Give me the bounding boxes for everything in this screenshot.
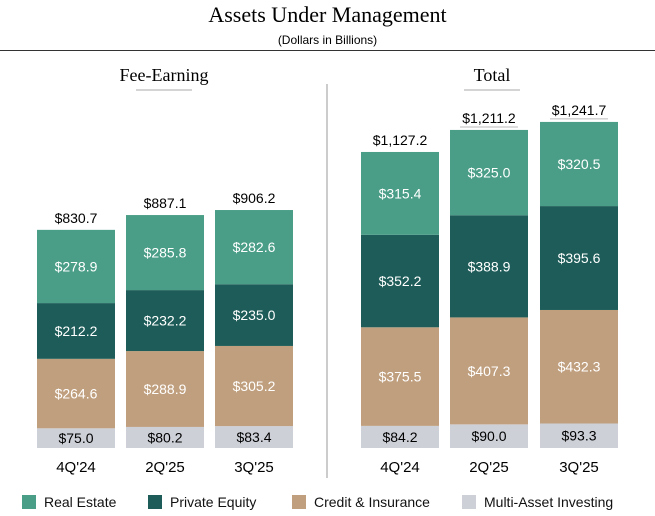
bar-fee-earning-2q-25-private-equity: [126, 290, 204, 352]
bar-total-4q-24-multi-asset-investing: [361, 425, 439, 448]
total-label-fee-earning-2q-25: $887.1: [144, 195, 187, 211]
legend-item-private-equity: Private Equity: [148, 494, 256, 510]
bar-total-2q-25-real-estate: [450, 129, 528, 216]
data-label-fee-earning-3q-25-multi-asset-investing: $83.4: [236, 429, 271, 445]
data-label-fee-earning-2q-25-private-equity: $232.2: [144, 313, 187, 329]
bar-total-3q-25-multi-asset-investing: [540, 423, 618, 448]
bar-fee-earning-3q-25-private-equity: [215, 284, 293, 346]
bar-fee-earning-2q-25-multi-asset-investing: [126, 426, 204, 448]
category-label-total-3q-25: 3Q'25: [559, 459, 599, 476]
legend-swatch-private-equity: [148, 495, 162, 509]
category-label-fee-earning-4q-24: 4Q'24: [56, 459, 96, 476]
data-label-fee-earning-2q-25-multi-asset-investing: $80.2: [147, 429, 182, 445]
legend-item-credit-insurance: Credit & Insurance: [292, 494, 430, 510]
data-label-total-2q-25-real-estate: $325.0: [468, 165, 511, 181]
data-label-total-3q-25-real-estate: $320.5: [558, 156, 601, 172]
legend-label-multi-asset: Multi-Asset Investing: [484, 494, 614, 510]
legend-label-credit-insurance: Credit & Insurance: [314, 494, 430, 510]
data-label-total-2q-25-private-equity: $388.9: [468, 258, 511, 274]
bar-fee-earning-2q-25-credit-insurance: [126, 351, 204, 427]
bar-total-4q-24-private-equity: [361, 234, 439, 328]
category-label-total-2q-25: 2Q'25: [469, 459, 509, 476]
data-label-total-2q-25-credit-insurance: $407.3: [468, 363, 511, 379]
data-label-total-4q-24-credit-insurance: $375.5: [379, 369, 422, 385]
data-label-total-3q-25-multi-asset-investing: $93.3: [561, 428, 596, 444]
data-label-total-4q-24-real-estate: $315.4: [379, 185, 422, 201]
data-label-total-4q-24-private-equity: $352.2: [379, 273, 422, 289]
panel-title-total: Total: [474, 65, 511, 85]
chart-title: Assets Under Management: [208, 2, 447, 27]
bar-fee-earning-3q-25-multi-asset-investing: [215, 426, 293, 448]
bar-total-2q-25-multi-asset-investing: [450, 424, 528, 448]
data-label-fee-earning-4q-24-private-equity: $212.2: [55, 323, 98, 339]
legend-swatch-credit-insurance: [292, 495, 306, 509]
legend: Real Estate Private Equity Credit & Insu…: [0, 494, 655, 512]
bar-total-2q-25-credit-insurance: [450, 317, 528, 425]
bar-fee-earning-3q-25-credit-insurance: [215, 345, 293, 427]
aum-chart: Fee-Earning $75.0 $264.6 $212.2 $278.9 $830.7…: [37, 65, 618, 478]
data-label-fee-earning-4q-24-multi-asset-investing: $75.0: [58, 430, 93, 446]
data-label-fee-earning-4q-24-credit-insurance: $264.6: [55, 386, 98, 402]
data-label-fee-earning-4q-24-real-estate: $278.9: [55, 258, 98, 274]
bar-total-3q-25-credit-insurance: [540, 309, 618, 424]
bar-fee-earning-4q-24-credit-insurance: [37, 358, 115, 429]
bar-total-2q-25-private-equity: [450, 215, 528, 318]
bar-fee-earning-3q-25-real-estate: [215, 210, 293, 285]
legend-item-multi-asset: Multi-Asset Investing: [462, 494, 613, 510]
bar-fee-earning-4q-24-private-equity: [37, 303, 115, 359]
total-label-total-2q-25: $1,211.2: [462, 110, 516, 126]
category-label-total-4q-24: 4Q'24: [380, 459, 420, 476]
total-label-fee-earning-4q-24: $830.7: [55, 210, 98, 226]
bar-total-3q-25-real-estate: [540, 121, 618, 207]
data-label-fee-earning-3q-25-real-estate: $282.6: [233, 239, 276, 255]
category-label-fee-earning-2q-25: 2Q'25: [145, 459, 185, 476]
data-label-fee-earning-2q-25-credit-insurance: $288.9: [144, 381, 187, 397]
bar-fee-earning-2q-25-real-estate: [126, 215, 204, 291]
legend-swatch-multi-asset: [462, 495, 476, 509]
bar-total-4q-24-credit-insurance: [361, 327, 439, 426]
bar-total-4q-24-real-estate: [361, 151, 439, 235]
bar-fee-earning-4q-24-real-estate: [37, 229, 115, 304]
data-label-total-3q-25-private-equity: $395.6: [558, 250, 601, 266]
data-label-fee-earning-3q-25-credit-insurance: $305.2: [233, 378, 276, 394]
data-label-total-4q-24-multi-asset-investing: $84.2: [382, 429, 417, 445]
data-label-total-3q-25-credit-insurance: $432.3: [558, 359, 601, 375]
title-rule: [0, 50, 655, 51]
data-label-fee-earning-2q-25-real-estate: $285.8: [144, 245, 187, 261]
total-label-total-3q-25: $1,241.7: [552, 102, 607, 118]
total-label-fee-earning-3q-25: $906.2: [233, 190, 276, 206]
chart-subtitle: (Dollars in Billions): [277, 33, 378, 47]
legend-label-real-estate: Real Estate: [44, 494, 117, 510]
data-label-fee-earning-3q-25-private-equity: $235.0: [233, 307, 276, 323]
bar-fee-earning-4q-24-multi-asset-investing: [37, 428, 115, 448]
legend-swatch-real-estate: [22, 495, 36, 509]
bar-total-3q-25-private-equity: [540, 206, 618, 310]
category-label-fee-earning-3q-25: 3Q'25: [234, 459, 274, 476]
total-label-total-4q-24: $1,127.2: [373, 132, 428, 148]
data-label-total-2q-25-multi-asset-investing: $90.0: [471, 428, 506, 444]
legend-item-real-estate: Real Estate: [22, 494, 116, 510]
panel-title-fee-earning: Fee-Earning: [120, 65, 209, 85]
legend-label-private-equity: Private Equity: [170, 494, 257, 510]
